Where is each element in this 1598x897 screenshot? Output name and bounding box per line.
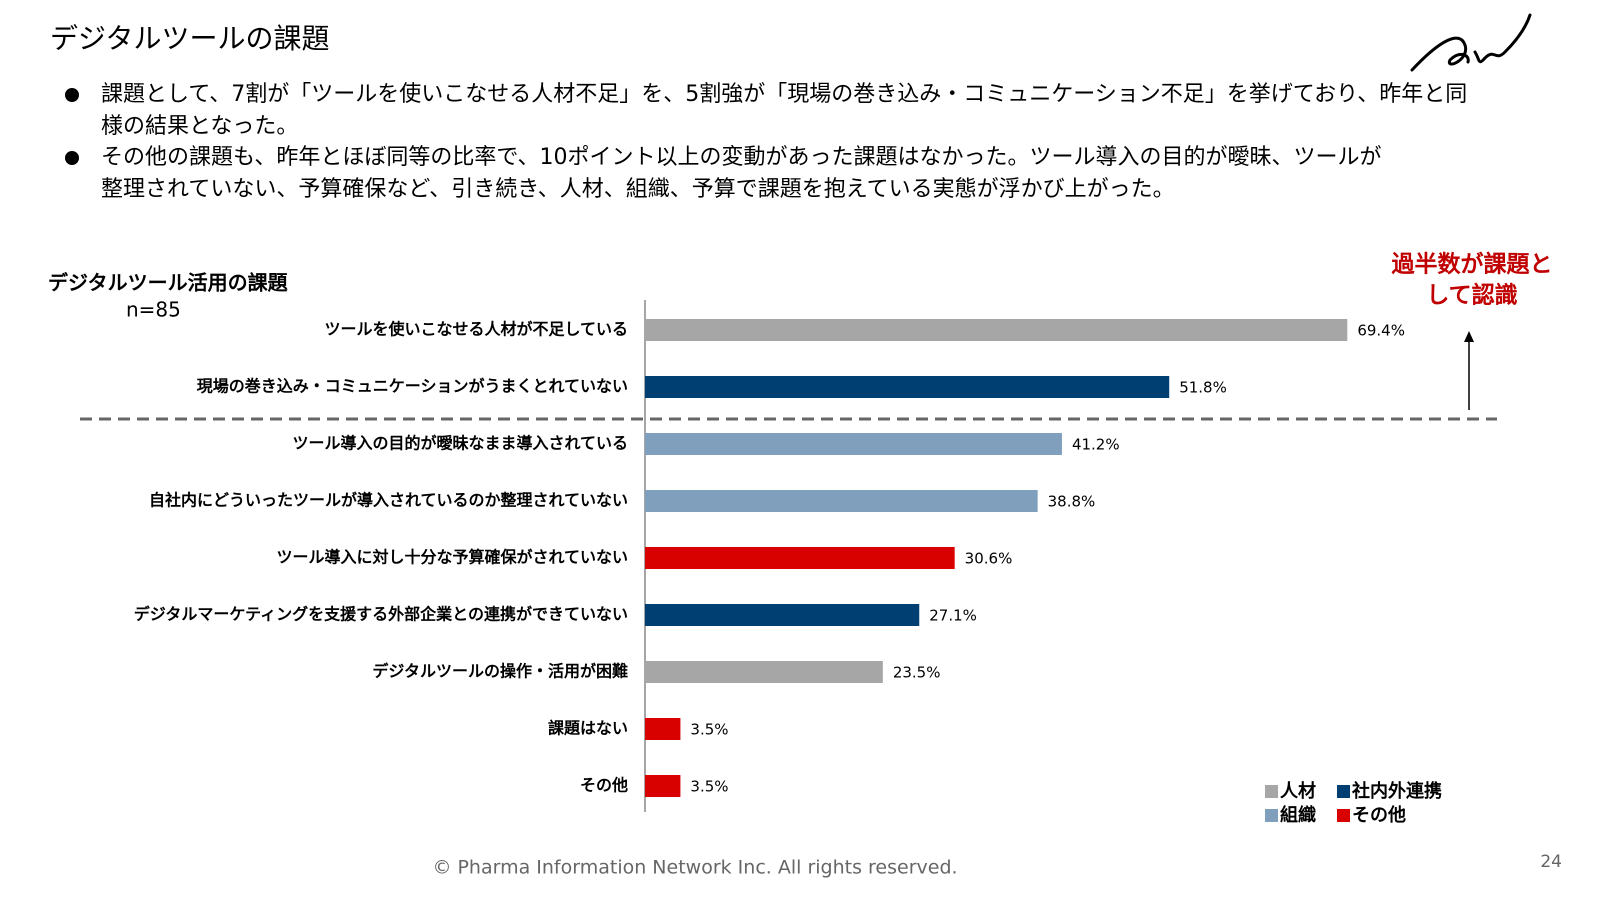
annotation-text: 過半数が課題と	[1392, 251, 1553, 278]
chart-title: デジタルツール活用の課題	[48, 271, 289, 295]
bullet-dot	[65, 151, 79, 165]
legend-swatch	[1337, 809, 1350, 822]
legend-label: その他	[1352, 804, 1406, 826]
slide-title: デジタルツールの課題	[50, 22, 329, 55]
category-label: その他	[580, 776, 628, 795]
value-label: 30.6%	[965, 550, 1013, 568]
chart-subtitle: n=85	[126, 298, 181, 322]
bullet-text: その他の課題も、昨年とほぼ同等の比率で、10ポイント以上の変動があった課題はなか…	[101, 145, 1381, 170]
category-label: 現場の巻き込み・コミュニケーションがうまくとれていない	[197, 377, 628, 396]
value-label: 23.5%	[893, 664, 941, 682]
legend-label: 社内外連携	[1352, 780, 1442, 802]
bar	[645, 547, 955, 569]
value-label: 27.1%	[929, 607, 977, 625]
legend-swatch	[1337, 785, 1350, 798]
logo	[1410, 13, 1532, 72]
legend-swatch	[1265, 809, 1278, 822]
bullet-text: 課題として、7割が「ツールを使いこなせる人材不足」を、5割強が「現場の巻き込み・…	[101, 82, 1467, 107]
value-label: 38.8%	[1048, 493, 1096, 511]
bar	[645, 319, 1348, 341]
category-label: 課題はない	[548, 719, 628, 738]
bar	[645, 718, 681, 740]
bar	[645, 376, 1170, 398]
value-label: 3.5%	[690, 721, 728, 739]
legend-label: 人材	[1280, 780, 1316, 802]
value-label: 69.4%	[1357, 322, 1405, 340]
category-label: デジタルマーケティングを支援する外部企業との連携ができていない	[134, 605, 628, 624]
copyright: © Pharma Information Network Inc. All ri…	[432, 857, 957, 879]
legend-label: 組織	[1280, 804, 1316, 826]
bar	[645, 604, 920, 626]
bar	[645, 433, 1062, 455]
category-label: 自社内にどういったツールが導入されているのか整理されていない	[149, 491, 628, 510]
bullet-text: 様の結果となった。	[101, 114, 298, 139]
legend-swatch	[1265, 785, 1278, 798]
category-label: ツールを使いこなせる人材が不足している	[324, 320, 628, 339]
arrowhead	[1464, 331, 1474, 342]
bar	[645, 775, 681, 797]
bullet-list: 課題として、7割が「ツールを使いこなせる人材不足」を、5割強が「現場の巻き込み・…	[65, 82, 1467, 202]
page-number: 24	[1540, 852, 1562, 872]
value-label: 41.2%	[1072, 436, 1120, 454]
bullet-dot	[65, 88, 79, 102]
value-label: 3.5%	[690, 778, 728, 796]
bar	[645, 661, 883, 683]
value-label: 51.8%	[1179, 379, 1227, 397]
category-label: ツール導入の目的が曖昧なまま導入されている	[292, 434, 628, 453]
bars: ツールを使いこなせる人材が不足している 69.4% 現場の巻き込み・コミュニケーショ…	[134, 319, 1405, 797]
bar	[645, 490, 1038, 512]
annotation-text: して認識	[1426, 282, 1517, 309]
category-label: ツール導入に対し十分な予算確保がされていない	[276, 548, 628, 567]
category-label: デジタルツールの操作・活用が困難	[372, 662, 628, 681]
bullet-text: 整理されていない、予算確保など、引き続き、人材、組織、予算で課題を抱えている実態…	[101, 177, 1175, 202]
